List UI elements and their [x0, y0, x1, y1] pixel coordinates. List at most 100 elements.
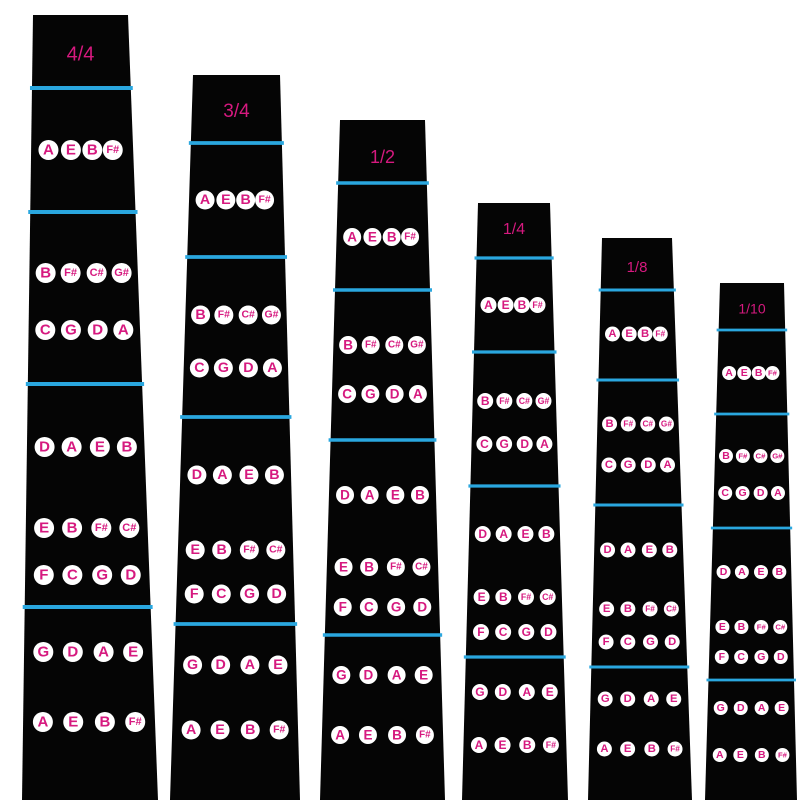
note-label: A: [200, 192, 210, 208]
note-label: A: [475, 738, 484, 752]
note-label: E: [419, 668, 428, 683]
note-dot: [331, 726, 350, 744]
note-label: E: [128, 644, 138, 661]
note-label: E: [546, 685, 554, 699]
note-dot: [407, 336, 426, 354]
note-dot: [343, 228, 362, 246]
note-label: D: [92, 322, 103, 339]
note-label: B: [415, 488, 425, 503]
note-dot: [517, 526, 534, 542]
note-label: G: [624, 459, 633, 471]
note-label: G: [738, 487, 746, 499]
note-label: D: [520, 437, 529, 451]
note-label: E: [737, 749, 744, 761]
note-dot: [604, 326, 620, 342]
note-dot: [667, 741, 683, 757]
note-dot: [92, 565, 113, 585]
note-label: F#: [404, 232, 416, 243]
note-dot: [775, 748, 790, 762]
note-label: E: [363, 728, 372, 743]
note-label: F#: [273, 725, 285, 736]
size-label: 1/10: [738, 301, 765, 317]
note-dot: [495, 589, 512, 605]
note-dot: [641, 542, 657, 558]
note-dot: [91, 518, 112, 538]
fingerboard: 1/2A E B F#B F# C# G#C G D AD A E BE B F# C#F C G DG D A EA E B…: [320, 120, 445, 800]
note-label: G: [244, 586, 255, 602]
fingerboard: 1/10A E B F#B F# C# G#C G D AD A E BE B F# C#F C G DG D A EA E…: [705, 283, 797, 800]
note-dot: [496, 393, 513, 409]
note-label: B: [195, 307, 205, 323]
note-label: B: [40, 265, 51, 282]
note-label: B: [392, 728, 402, 743]
note-dot: [62, 565, 83, 585]
note-dot: [541, 684, 558, 700]
note-label: E: [368, 230, 377, 245]
note-label: B: [722, 450, 730, 462]
note-dot: [236, 190, 256, 210]
note-dot: [60, 140, 81, 160]
note-label: C#: [90, 267, 104, 279]
note-dot: [715, 620, 730, 634]
note-label: E: [95, 439, 105, 456]
note-label: D: [777, 651, 785, 663]
size-label: 4/4: [67, 43, 95, 65]
note-dot: [62, 642, 83, 662]
note-dot: [471, 684, 488, 700]
note-dot: [620, 416, 636, 432]
note-label: C: [216, 586, 226, 602]
note-label: D: [478, 527, 487, 541]
note-dot: [33, 565, 54, 585]
note-dot: [269, 720, 289, 740]
note-dot: [601, 457, 617, 473]
board: [462, 203, 568, 800]
note-dot: [34, 518, 55, 538]
note-dot: [415, 726, 434, 744]
board: [22, 15, 158, 800]
note-label: E: [273, 657, 283, 673]
note-dot: [660, 457, 676, 473]
note-label: A: [499, 527, 508, 541]
note-dot: [385, 385, 404, 403]
note-label: B: [738, 621, 746, 633]
note-dot: [529, 297, 546, 313]
note-label: D: [499, 685, 508, 699]
note-dot: [753, 486, 768, 500]
note-dot: [620, 542, 636, 558]
fingerboard: 1/4A E B F#B F# C# G#C G D AD A E BE B F# C#F C G DG D A EA E B…: [462, 203, 568, 800]
note-label: F#: [64, 267, 77, 279]
note-label: B: [755, 367, 763, 379]
note-dot: [663, 601, 679, 617]
note-dot: [387, 598, 406, 616]
note-dot: [640, 457, 656, 473]
note-dot: [540, 624, 557, 640]
size-label: 1/4: [503, 221, 525, 238]
note-label: E: [221, 192, 231, 208]
note-label: F#: [95, 522, 108, 534]
note-label: G: [187, 657, 198, 673]
note-dot: [734, 620, 749, 634]
note-dot: [754, 748, 769, 762]
note-dot: [640, 416, 656, 432]
note-label: C: [364, 600, 374, 615]
note-dot: [542, 737, 559, 753]
note-label: B: [364, 560, 374, 575]
note-dot: [733, 748, 748, 762]
note-label: A: [608, 328, 616, 340]
note-dot: [496, 436, 513, 452]
note-dot: [735, 486, 750, 500]
note-dot: [123, 642, 144, 662]
board: [320, 120, 445, 800]
note-dot: [536, 436, 553, 452]
note-label: B: [758, 749, 766, 761]
note-dot: [334, 558, 353, 576]
note-dot: [472, 624, 489, 640]
note-label: C: [605, 459, 613, 471]
note-dot: [238, 358, 258, 378]
note-label: F#: [546, 740, 556, 750]
note-dot: [751, 366, 766, 380]
note-label: C#: [775, 623, 786, 632]
note-label: B: [67, 520, 78, 537]
note-label: C#: [269, 545, 283, 556]
note-dot: [597, 691, 613, 707]
